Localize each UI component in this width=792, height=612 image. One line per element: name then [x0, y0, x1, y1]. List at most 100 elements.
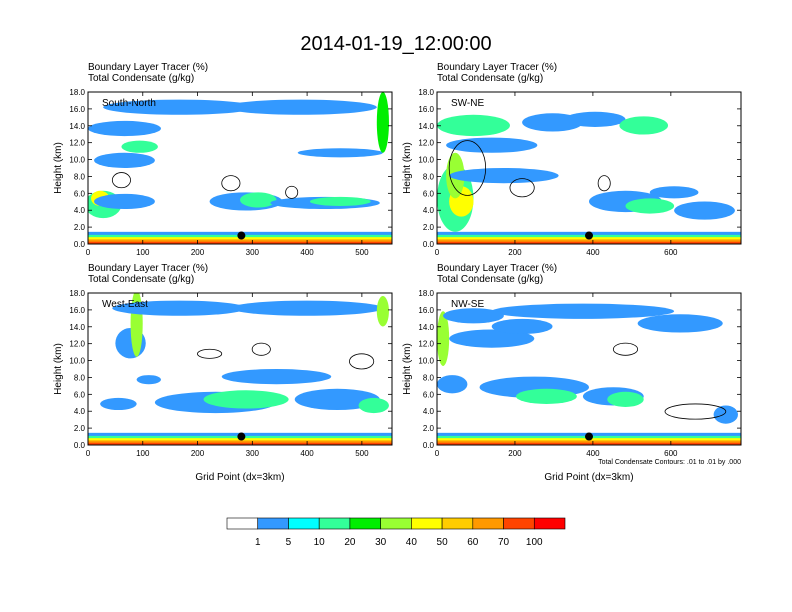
- colorbar-swatch: [441, 517, 474, 530]
- y-tick-label: 14.0: [418, 122, 434, 131]
- tracer-region: [221, 369, 332, 385]
- tracer-region: [224, 99, 377, 115]
- y-tick-label: 14.0: [418, 323, 434, 332]
- y-tick-label: 14.0: [69, 122, 85, 131]
- panel-title-tracer: Boundary Layer Tracer (%): [88, 62, 208, 73]
- y-tick-label: 16.0: [418, 105, 434, 114]
- colorbar-label: 70: [498, 537, 510, 548]
- x-tick-label: 400: [300, 248, 314, 257]
- tracer-region: [674, 201, 735, 220]
- y-tick-label: 18.0: [418, 88, 434, 97]
- tracer-region: [100, 397, 137, 411]
- tracer-region: [230, 300, 383, 316]
- tracer-region: [376, 296, 389, 327]
- y-tick-label: 16.0: [418, 306, 434, 315]
- x-tick-label: 200: [191, 449, 205, 458]
- x-tick-label: 200: [508, 449, 522, 458]
- y-tick-label: 12.0: [69, 139, 85, 148]
- tracer-region: [294, 388, 380, 411]
- panel-title-condensate: Total Condensate (g/kg): [437, 274, 543, 285]
- y-axis-label: Height (km): [53, 142, 64, 194]
- y-tick-label: 12.0: [418, 139, 434, 148]
- tracer-region: [437, 114, 510, 137]
- plot-frame: [436, 292, 742, 446]
- y-tick-label: 4.0: [74, 206, 86, 215]
- plot-frame: [436, 91, 742, 245]
- tracer-region: [121, 140, 158, 153]
- y-axis-label: Height (km): [402, 343, 413, 395]
- panel-title-tracer: Boundary Layer Tracer (%): [437, 263, 557, 274]
- location-marker: [585, 432, 593, 441]
- tracer-region: [376, 92, 389, 153]
- region-label: SW-NE: [451, 98, 484, 109]
- y-tick-label: 4.0: [423, 407, 435, 416]
- y-tick-label: 16.0: [69, 306, 85, 315]
- x-tick-label: 500: [355, 248, 369, 257]
- y-tick-label: 0.0: [423, 441, 435, 450]
- colorbar: 1 5 10 20 30 40 50 60 70 100: [226, 517, 566, 548]
- y-tick-label: 6.0: [423, 390, 435, 399]
- x-tick-label: 500: [355, 449, 369, 458]
- tracer-region: [239, 192, 277, 208]
- tracer-region: [309, 196, 371, 206]
- tracer-region: [446, 137, 538, 153]
- tracer-region: [437, 375, 468, 394]
- y-tick-label: 8.0: [74, 172, 86, 181]
- tracer-region: [649, 186, 699, 199]
- tracer-region: [94, 193, 155, 210]
- surface-layer: [88, 241, 392, 244]
- field: [437, 111, 741, 244]
- tracer-region: [358, 397, 389, 414]
- y-tick-label: 8.0: [74, 373, 86, 382]
- surface-layer: [88, 442, 392, 445]
- tracer-region: [625, 198, 675, 214]
- field: [88, 92, 392, 244]
- x-tick-label: 400: [586, 248, 600, 257]
- location-marker: [585, 231, 593, 240]
- tracer-region: [443, 308, 504, 324]
- x-tick-label: 0: [435, 248, 440, 257]
- tracer-region: [88, 120, 161, 137]
- y-tick-label: 6.0: [74, 189, 86, 198]
- panel-title-condensate: Total Condensate (g/kg): [88, 274, 194, 285]
- x-tick-label: 600: [664, 449, 678, 458]
- tracer-region: [564, 111, 626, 127]
- x-tick-label: 0: [86, 248, 91, 257]
- panel-nw-se: 0.0 2.0 4.0 6.0 8.0 10.0 12.0 14.0 16.0 18.0 0 200 4…: [402, 263, 742, 483]
- colorbar-swatch: [533, 517, 566, 530]
- location-marker: [237, 432, 246, 441]
- x-tick-label: 200: [508, 248, 522, 257]
- panel-sw-ne: 0.0 2.0 4.0 6.0 8.0 10.0 12.0 14.0 16.0 18.0 0 200 4…: [402, 62, 742, 257]
- y-tick-label: 2.0: [74, 223, 86, 232]
- y-tick-label: 0.0: [74, 240, 86, 249]
- surface-layer: [437, 241, 741, 244]
- tracer-region: [713, 405, 738, 424]
- y-tick-label: 0.0: [423, 240, 435, 249]
- colorbar-label: 10: [314, 537, 326, 548]
- tracer-region: [103, 99, 256, 115]
- panel-title-condensate: Total Condensate (g/kg): [88, 73, 194, 84]
- y-tick-label: 10.0: [69, 357, 85, 366]
- y-tick-label: 12.0: [418, 340, 434, 349]
- colorbar-label: 40: [406, 537, 418, 548]
- region-label: South-North: [102, 98, 156, 109]
- y-tick-label: 2.0: [423, 223, 435, 232]
- condensate-contour: [664, 403, 727, 420]
- y-axis-label: Height (km): [402, 142, 413, 194]
- tracer-region: [203, 390, 289, 409]
- tracer-region: [449, 168, 559, 184]
- contour-footnote: Total Condensate Contours: .01 to .01 by…: [598, 459, 741, 466]
- y-tick-label: 12.0: [69, 340, 85, 349]
- tracer-region: [136, 375, 161, 385]
- tracer-region: [112, 300, 247, 316]
- colorbar-swatch: [472, 517, 504, 530]
- y-tick-label: 18.0: [69, 88, 85, 97]
- colorbar-swatch: [288, 517, 320, 530]
- surface-layer: [437, 442, 741, 445]
- tracer-region: [491, 303, 675, 319]
- colorbar-label: 5: [286, 537, 292, 548]
- tracer-region: [437, 311, 450, 366]
- tracer-region: [607, 391, 644, 407]
- y-tick-label: 10.0: [418, 156, 434, 165]
- y-tick-label: 2.0: [423, 424, 435, 433]
